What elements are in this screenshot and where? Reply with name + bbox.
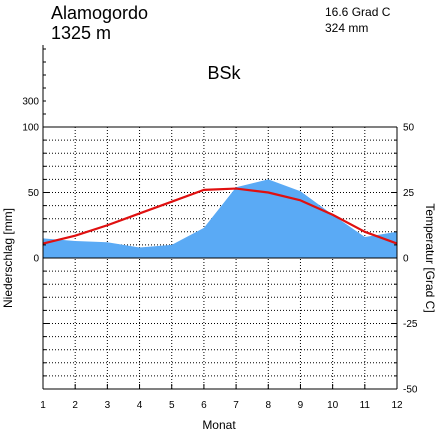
- x-tick-label: 9: [298, 400, 304, 411]
- grid-lines: [43, 127, 397, 389]
- precipitation-area: [43, 179, 397, 258]
- x-tick-label: 3: [105, 400, 111, 411]
- right-tick-label: -25: [403, 319, 418, 330]
- left-axis-label: Niederschlag [mm]: [1, 208, 15, 308]
- temperature-line: [42, 187, 398, 245]
- tick-marks: [42, 48, 398, 390]
- x-tick-label: 8: [265, 400, 271, 411]
- right-axis-label: Temperatur [Grad C]: [423, 203, 437, 312]
- climate-class: BSk: [207, 63, 241, 83]
- right-tick-label: 25: [403, 188, 415, 199]
- x-tick-label: 7: [233, 400, 239, 411]
- x-tick-label: 11: [360, 400, 371, 411]
- x-axis-label: Monat: [202, 418, 236, 430]
- station-name: Alamogordo: [51, 3, 148, 23]
- right-tick-label: 50: [403, 123, 415, 134]
- x-tick-label: 1: [40, 400, 46, 411]
- left-tick-label: 50: [28, 188, 40, 199]
- annual-precipitation: 324 mm: [325, 21, 368, 35]
- x-tick-label: 12: [391, 400, 403, 411]
- x-tick-label: 4: [137, 400, 143, 411]
- left-tick-label: 300: [22, 97, 39, 108]
- left-tick-label: 100: [22, 123, 39, 134]
- right-tick-label: -50: [403, 385, 418, 396]
- mean-temperature: 16.6 Grad C: [325, 5, 391, 19]
- x-tick-label: 6: [201, 400, 207, 411]
- x-tick-label: 5: [169, 400, 175, 411]
- left-tick-label: 0: [33, 254, 39, 265]
- right-tick-label: 0: [403, 254, 409, 265]
- data-series: [42, 179, 398, 258]
- station-elevation: 1325 m: [51, 23, 111, 43]
- x-tick-label: 2: [72, 400, 78, 411]
- x-tick-label: 10: [327, 400, 339, 411]
